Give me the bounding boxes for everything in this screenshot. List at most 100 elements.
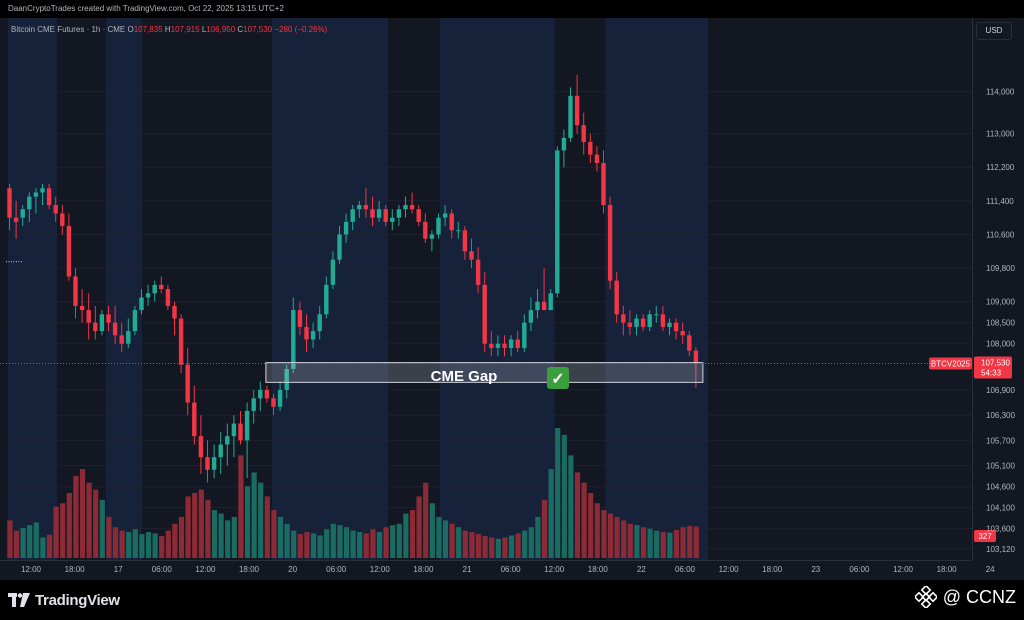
volume-bar [350, 530, 356, 558]
candle-body [594, 154, 600, 164]
candle-body [119, 335, 124, 344]
time-tick-label: 18:00 [588, 565, 609, 574]
candle-body [165, 289, 171, 306]
volume-bar [482, 536, 488, 558]
tradingview-logo[interactable]: TradingView [8, 590, 120, 610]
currency-selector[interactable]: USD [976, 22, 1012, 40]
candle-body [231, 423, 237, 437]
symbol-legend: Bitcoin CME Futures · 1h · CME O107,835 … [11, 25, 327, 34]
tradingview-icon [8, 593, 30, 607]
volume-bar [469, 532, 475, 558]
time-tick-label: 12:00 [21, 565, 42, 574]
candle-body [535, 301, 540, 311]
candle-body [568, 95, 573, 138]
volume-bar [310, 533, 317, 558]
ohlc-open: 107,835 [133, 25, 163, 34]
volume-bar [165, 530, 171, 558]
ohlc-high: 107,915 [170, 25, 200, 34]
volume-bar [601, 510, 607, 558]
volume-bar [178, 516, 185, 558]
volume-bar [376, 532, 383, 558]
volume-bar [86, 482, 92, 558]
bar-countdown: 54:33 [981, 368, 1002, 377]
cme-gap-label: CME Gap [431, 368, 498, 385]
session-band [8, 18, 57, 560]
candle-body [218, 444, 223, 458]
candle-body [27, 196, 32, 210]
volume-bar [680, 527, 686, 558]
candle-body [192, 402, 197, 437]
volume-bar [93, 489, 99, 558]
volume-bar [403, 513, 409, 558]
candle-body [343, 221, 349, 235]
time-tick-label: 12:00 [719, 565, 740, 574]
volume-bar [244, 486, 251, 558]
candle-body [581, 125, 586, 143]
volume-bar [106, 516, 112, 558]
credit-text: DaanCryptoTrades created with TradingVie… [8, 4, 284, 13]
volume-bar [607, 513, 614, 558]
time-tick-label: 22 [637, 565, 646, 574]
candle-body [693, 350, 699, 364]
price-tick-label: 109,800 [986, 264, 1015, 273]
volume-bar [317, 535, 323, 558]
candle-body [363, 205, 369, 210]
ohlc-l-label: L [201, 25, 207, 34]
volume-bar [449, 523, 455, 558]
volume-bar [79, 469, 86, 558]
volume-bar [423, 482, 429, 558]
candle-body [99, 314, 105, 332]
volume-bar [462, 530, 468, 558]
price-tick-label: 103,600 [986, 525, 1015, 534]
candle-body [673, 322, 679, 332]
ohlc-c-label: C [237, 25, 244, 34]
candle-body [687, 335, 692, 351]
price-tick-label: 112,200 [986, 163, 1015, 172]
volume-bar [324, 529, 330, 558]
time-tick-label: 21 [463, 565, 472, 574]
candle-body [198, 436, 204, 458]
candle-body [396, 209, 402, 218]
volume-bar [522, 530, 528, 558]
volume-bar [456, 527, 462, 558]
volume-bar [40, 537, 46, 558]
candle-body [442, 213, 448, 218]
time-tick-label: 18:00 [239, 565, 260, 574]
candle-body [515, 339, 520, 348]
volume-bar [251, 472, 257, 558]
session-band [605, 18, 708, 560]
volume-bar [370, 529, 376, 558]
time-tick-label: 12:00 [893, 565, 914, 574]
volume-bar [673, 529, 680, 558]
candle-body [429, 234, 435, 239]
candle-body [132, 310, 138, 332]
time-tick-label: 18:00 [762, 565, 783, 574]
candle-body [53, 205, 58, 214]
time-tick-label: 20 [288, 565, 297, 574]
time-tick-label: 06:00 [675, 565, 696, 574]
time-tick-label: 18:00 [413, 565, 434, 574]
candle-body [60, 213, 65, 227]
volume-bar [687, 525, 693, 558]
candle-body [621, 314, 626, 323]
time-tick-label: 17 [114, 565, 123, 574]
volume-bar [475, 534, 482, 558]
candle-body [423, 221, 428, 239]
candle-body [159, 284, 164, 290]
volume-bar [495, 538, 501, 558]
candle-body [291, 310, 296, 369]
binance-icon [914, 586, 937, 608]
volume-bar [152, 533, 158, 558]
candle-body [528, 310, 534, 323]
volume-bar [73, 475, 79, 558]
candle-body [416, 209, 421, 222]
candle-body [469, 251, 474, 260]
volume-bar [53, 506, 59, 558]
volume-bar [20, 527, 26, 558]
check-mark-glyph: ✓ [551, 371, 564, 388]
volume-bar [198, 489, 204, 558]
candle-body [350, 209, 355, 222]
volume-bar [271, 510, 277, 558]
candle-body [522, 322, 527, 348]
